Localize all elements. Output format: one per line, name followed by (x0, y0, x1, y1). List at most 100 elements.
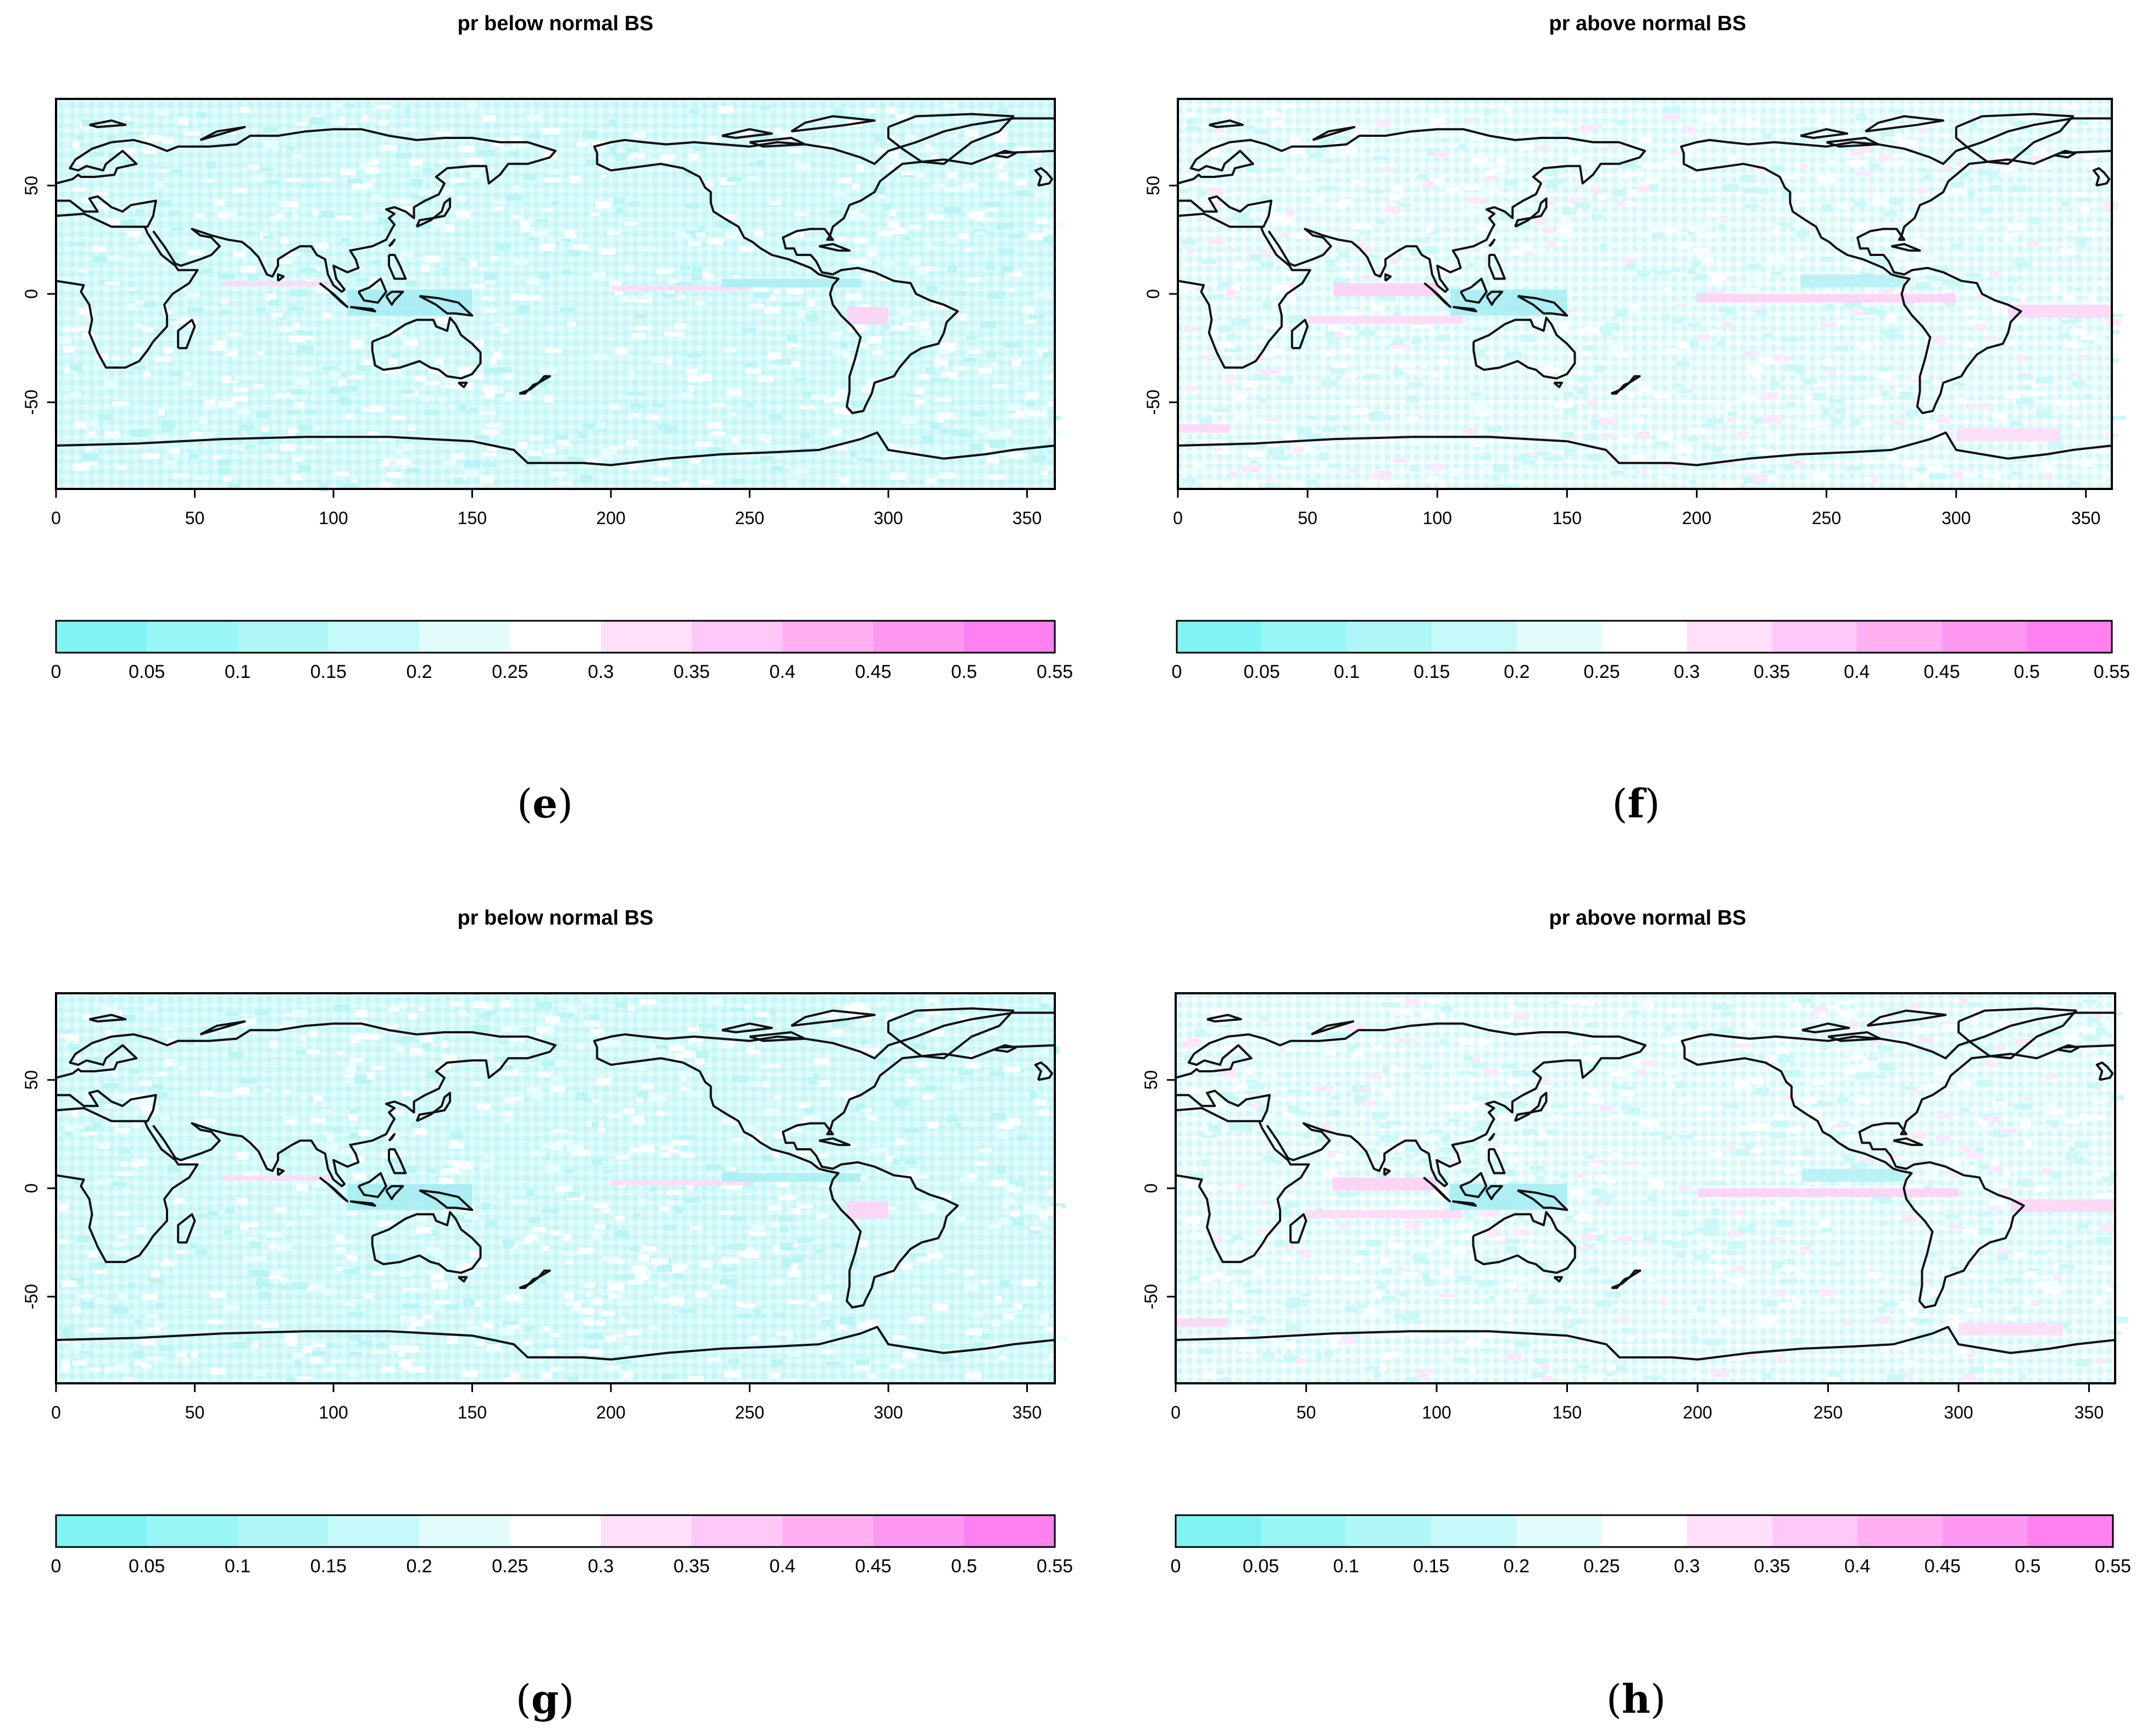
coastline (349, 1200, 376, 1207)
x-tick-label: 50 (185, 508, 205, 528)
colorbar-swatch (1347, 621, 1432, 653)
coastline (1514, 1092, 1548, 1122)
coastline (1957, 1007, 2077, 1060)
colorbar-label: 0.25 (492, 1556, 528, 1577)
colorbar-label: 0.4 (1844, 661, 1870, 682)
coastline (1891, 243, 1921, 252)
colorbar-swatch (1856, 621, 1943, 653)
x-tick-label: 250 (1812, 508, 1841, 528)
colorbar-swatch (2027, 621, 2112, 653)
colorbar-label: 0.2 (406, 661, 432, 682)
colorbar-label: 0.5 (2015, 1556, 2040, 1577)
colorbar-swatch (56, 1515, 147, 1547)
y-tick-label: -50 (21, 1284, 41, 1309)
x-tick-label: 0 (1173, 508, 1183, 528)
y-tick-label: 0 (1143, 289, 1163, 299)
x-tick-label: 250 (735, 1403, 764, 1422)
coastline (1800, 128, 1849, 139)
colorbar-label: 0.5 (951, 661, 977, 682)
coastline (1423, 1176, 1451, 1203)
x-tick-label: 0 (51, 1403, 61, 1422)
colorbar-label: 0 (1172, 661, 1182, 682)
panel-g-map: 0 50 100 150 200 250 300 350 50 0 -50 (21, 992, 1068, 1422)
coastline (1459, 277, 1488, 304)
y-tick-label: 50 (21, 1070, 41, 1090)
colorbar-swatch (1261, 621, 1347, 653)
coastline (55, 226, 199, 369)
coastline (1175, 1326, 2116, 1361)
coastline (388, 238, 396, 247)
colorbar-swatch (56, 621, 147, 653)
coastline (1610, 375, 1641, 395)
colorbar-label: 0.45 (1923, 661, 1960, 682)
coastline (1459, 1172, 1488, 1198)
x-tick-label: 250 (735, 508, 764, 528)
colorbar-label: 0.25 (1583, 1556, 1620, 1577)
coastline (388, 254, 407, 280)
coastline (2057, 1044, 2080, 1053)
coastline (319, 282, 349, 308)
coastline (2095, 1061, 2114, 1081)
panel-e-title: pr below normal BS (457, 12, 654, 35)
colorbar-label: 0.1 (225, 661, 251, 682)
coastline (319, 1176, 349, 1203)
coastline (1517, 1189, 1568, 1211)
colorbar-label: 0.2 (1504, 661, 1529, 682)
coastline (458, 381, 468, 388)
colorbar-label: 0.55 (2094, 661, 2130, 682)
coastline (1485, 1185, 1503, 1200)
coastline (1488, 1133, 1495, 1142)
colorbar-label: 0.25 (1584, 661, 1620, 682)
panel-g-letter: (g) (515, 1676, 575, 1722)
colorbar-label: 0.3 (588, 1556, 614, 1577)
x-tick-label: 150 (1553, 1403, 1582, 1422)
colorbar-label: 0.1 (1333, 1556, 1359, 1577)
coastline (55, 431, 1055, 466)
field-cells (1176, 998, 2129, 1384)
colorbar-label: 0.3 (1674, 661, 1700, 682)
x-tick-label: 50 (185, 1403, 205, 1422)
colorbar-swatch (873, 621, 965, 653)
y-tick-label: -50 (1141, 1284, 1161, 1309)
colorbar-swatch (600, 621, 692, 653)
coastline (1206, 1014, 1242, 1023)
colorbar-label: 0.15 (310, 1556, 347, 1577)
x-tick-label: 350 (1013, 1403, 1042, 1422)
colorbar-swatch (1687, 621, 1772, 653)
colorbar-label: 0.45 (855, 661, 891, 682)
panel-f-title: pr above normal BS (1549, 12, 1746, 35)
panel-g-title: pr below normal BS (457, 906, 654, 930)
y-tick-label: 50 (1143, 176, 1163, 196)
colorbar-label: 0.1 (225, 1556, 251, 1577)
panel-f-colorbar: 0 0.05 0.1 0.15 0.2 0.25 0.3 0.35 0.4 0.45 0.5 0.55 (1172, 620, 2130, 682)
coastline (1826, 137, 1879, 148)
colorbar-swatch (237, 621, 329, 653)
colorbar-label: 0.45 (1924, 1556, 1961, 1577)
y-tick-label: 0 (21, 1183, 41, 1193)
colorbar-label: 0 (51, 1556, 62, 1577)
coastline (1893, 1137, 1923, 1147)
y-tick-label: 0 (1141, 1183, 1161, 1193)
coastline (1311, 1020, 1354, 1036)
coastline (357, 277, 387, 304)
x-tick-label: 200 (1682, 508, 1711, 528)
colorbar-label: 0.55 (2095, 1556, 2131, 1577)
colorbar-frame (1175, 1514, 2114, 1548)
coastline (385, 291, 404, 306)
coastline (1290, 319, 1309, 349)
y-tick-label: -50 (1143, 390, 1163, 415)
coastline (1553, 381, 1563, 388)
panel-e-colorbar: 0 0.05 0.1 0.15 0.2 0.25 0.3 0.35 0.4 0.45 0.5 0.55 (51, 620, 1073, 682)
coastline (1955, 113, 2074, 165)
colorbar-swatch (782, 1515, 874, 1547)
colorbar-swatch (1516, 621, 1603, 653)
colorbar-frame (1176, 620, 2113, 654)
colorbar-swatch (419, 1515, 510, 1547)
y-tick-label: 0 (21, 289, 41, 299)
x-tick-label: 200 (1683, 1403, 1712, 1422)
colorbar-swatch (1431, 1515, 1517, 1547)
coastline (1177, 195, 1272, 228)
colorbar-label: 0.1 (1334, 661, 1360, 682)
colorbar-label: 0.2 (406, 1556, 432, 1577)
colorbar-label: 0.55 (1037, 661, 1073, 682)
